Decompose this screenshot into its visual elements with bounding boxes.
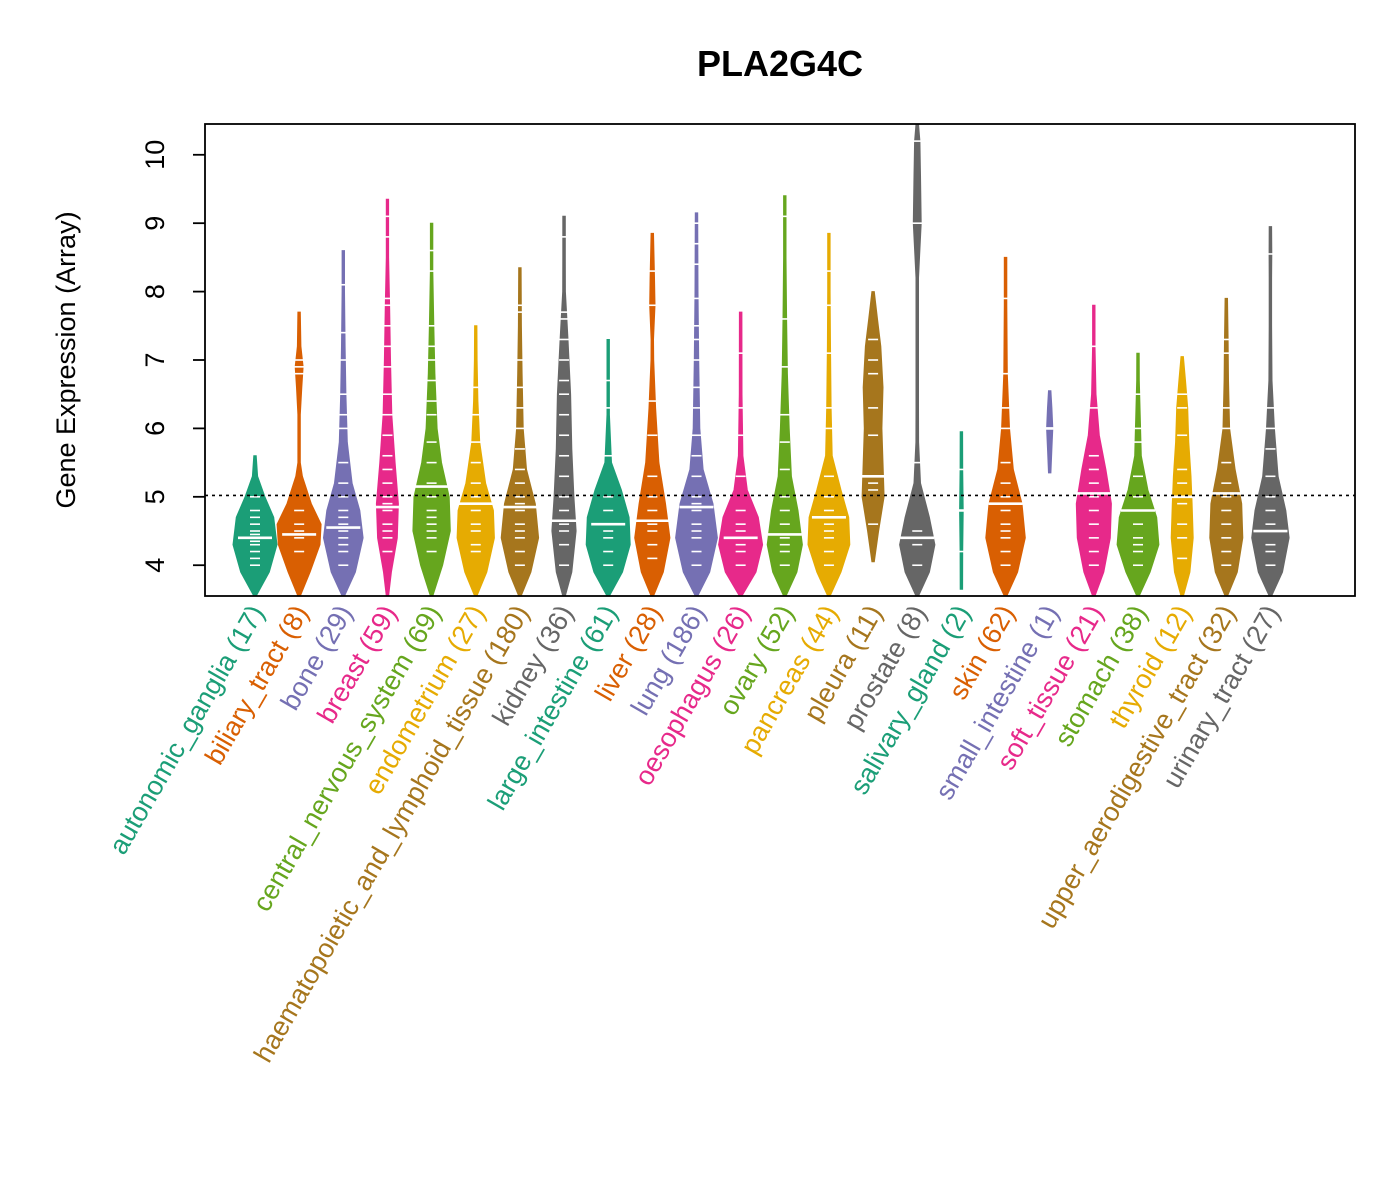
y-tick-label: 5 bbox=[140, 489, 170, 504]
violin-group bbox=[585, 339, 631, 597]
violin-group bbox=[985, 256, 1026, 597]
violin-group bbox=[634, 232, 671, 597]
violin-body bbox=[718, 311, 764, 597]
violin-group bbox=[456, 325, 495, 597]
violin-group bbox=[322, 250, 364, 597]
violin-group bbox=[899, 123, 936, 597]
y-tick-label: 8 bbox=[140, 284, 170, 299]
violin-body bbox=[861, 291, 885, 563]
y-tick-label: 4 bbox=[140, 558, 170, 573]
violin-body bbox=[322, 250, 364, 597]
chart-title: PLA2G4C bbox=[697, 43, 863, 84]
violin-body bbox=[985, 256, 1026, 597]
violin-body bbox=[276, 311, 322, 597]
violin-group bbox=[675, 212, 718, 597]
violin-group bbox=[807, 232, 851, 597]
violin-group bbox=[1116, 352, 1160, 597]
violin-body bbox=[634, 232, 671, 597]
violin-body bbox=[1170, 356, 1194, 597]
violin-body bbox=[1116, 352, 1160, 597]
violin-group bbox=[1251, 226, 1290, 597]
violin-group bbox=[1075, 304, 1112, 597]
y-axis: 4 5 6 7 8 9 10 bbox=[140, 140, 205, 573]
violins-layer bbox=[232, 123, 1290, 597]
violin-body bbox=[456, 325, 495, 597]
violin-body bbox=[412, 222, 451, 597]
violin-group bbox=[412, 222, 451, 597]
y-tick-label: 7 bbox=[140, 352, 170, 367]
y-tick-label: 9 bbox=[140, 216, 170, 231]
violin-body bbox=[375, 198, 399, 597]
violin-group bbox=[1165, 356, 1200, 597]
violin-body bbox=[1075, 304, 1112, 597]
violin-body bbox=[585, 339, 631, 597]
violin-group bbox=[547, 215, 582, 597]
x-axis-labels: autonomic_ganglia (17)biliary_tract (8)b… bbox=[103, 600, 1286, 1067]
violin-group bbox=[276, 311, 322, 597]
violin-group bbox=[718, 311, 764, 597]
y-tick-label: 10 bbox=[140, 140, 170, 170]
violin-body bbox=[899, 123, 936, 597]
violin-body bbox=[1046, 390, 1054, 474]
violin-body bbox=[500, 267, 540, 597]
violin-body bbox=[1251, 226, 1290, 597]
violin-body bbox=[766, 195, 803, 597]
violin-group bbox=[1209, 297, 1244, 597]
y-axis-title: Gene Expression (Array) bbox=[51, 211, 81, 508]
y-tick-label: 6 bbox=[140, 421, 170, 436]
violin-body bbox=[807, 232, 851, 597]
violin-body bbox=[675, 212, 718, 597]
violin-body bbox=[1209, 297, 1244, 597]
violin-group bbox=[500, 267, 540, 597]
violin-group bbox=[232, 455, 278, 597]
violin-group bbox=[1032, 390, 1067, 474]
violin-group bbox=[370, 198, 405, 597]
violin-group bbox=[856, 291, 891, 563]
violin-group bbox=[766, 195, 803, 597]
violin-body bbox=[232, 455, 278, 597]
violin-group bbox=[944, 431, 979, 590]
violin-body bbox=[551, 215, 577, 597]
